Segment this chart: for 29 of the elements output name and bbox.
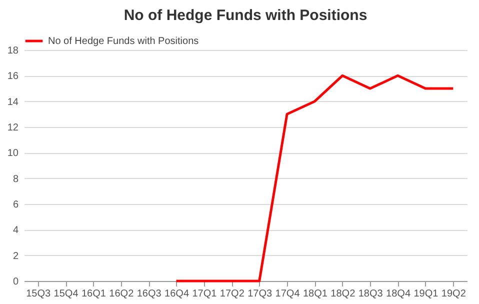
x-tick-label: 18Q3 xyxy=(358,288,384,300)
y-tick-label: 18 xyxy=(7,46,19,56)
y-tick-label: 8 xyxy=(12,174,19,185)
y-tick-label: 12 xyxy=(7,122,19,134)
x-tick-label: 15Q4 xyxy=(54,288,79,300)
chart-title: No of Hedge Funds with Positions xyxy=(124,7,368,24)
y-tick-label: 2 xyxy=(12,250,19,262)
y-tick-label: 4 xyxy=(12,225,19,236)
x-tick-label: 16Q4 xyxy=(164,288,190,300)
x-tick-label: 18Q2 xyxy=(330,288,356,300)
x-tick-label: 16Q3 xyxy=(136,288,162,300)
y-tick-label: 14 xyxy=(7,96,19,108)
y-tick-label: 6 xyxy=(12,200,19,210)
x-tick-label: 17Q2 xyxy=(220,288,245,300)
x-tick-label: 16Q1 xyxy=(81,288,106,300)
x-tick-label: 16Q2 xyxy=(109,288,134,300)
x-tick-label: 19Q2 xyxy=(441,288,466,300)
x-tick-label: 18Q4 xyxy=(386,288,411,300)
y-tick-label: 10 xyxy=(7,148,19,160)
x-tick-label: 18Q1 xyxy=(302,288,328,300)
y-tick-label: 16 xyxy=(7,71,19,82)
x-tick-label: 17Q3 xyxy=(248,288,273,300)
x-tick-label: 15Q3 xyxy=(26,288,52,300)
x-tick-label: 19Q1 xyxy=(414,288,439,300)
legend-label: No of Hedge Funds with Positions xyxy=(48,36,199,47)
y-tick-label: 0 xyxy=(12,276,19,288)
x-tick-label: 17Q1 xyxy=(192,288,218,300)
line-series xyxy=(175,74,454,282)
x-tick-label: 17Q4 xyxy=(275,288,300,300)
